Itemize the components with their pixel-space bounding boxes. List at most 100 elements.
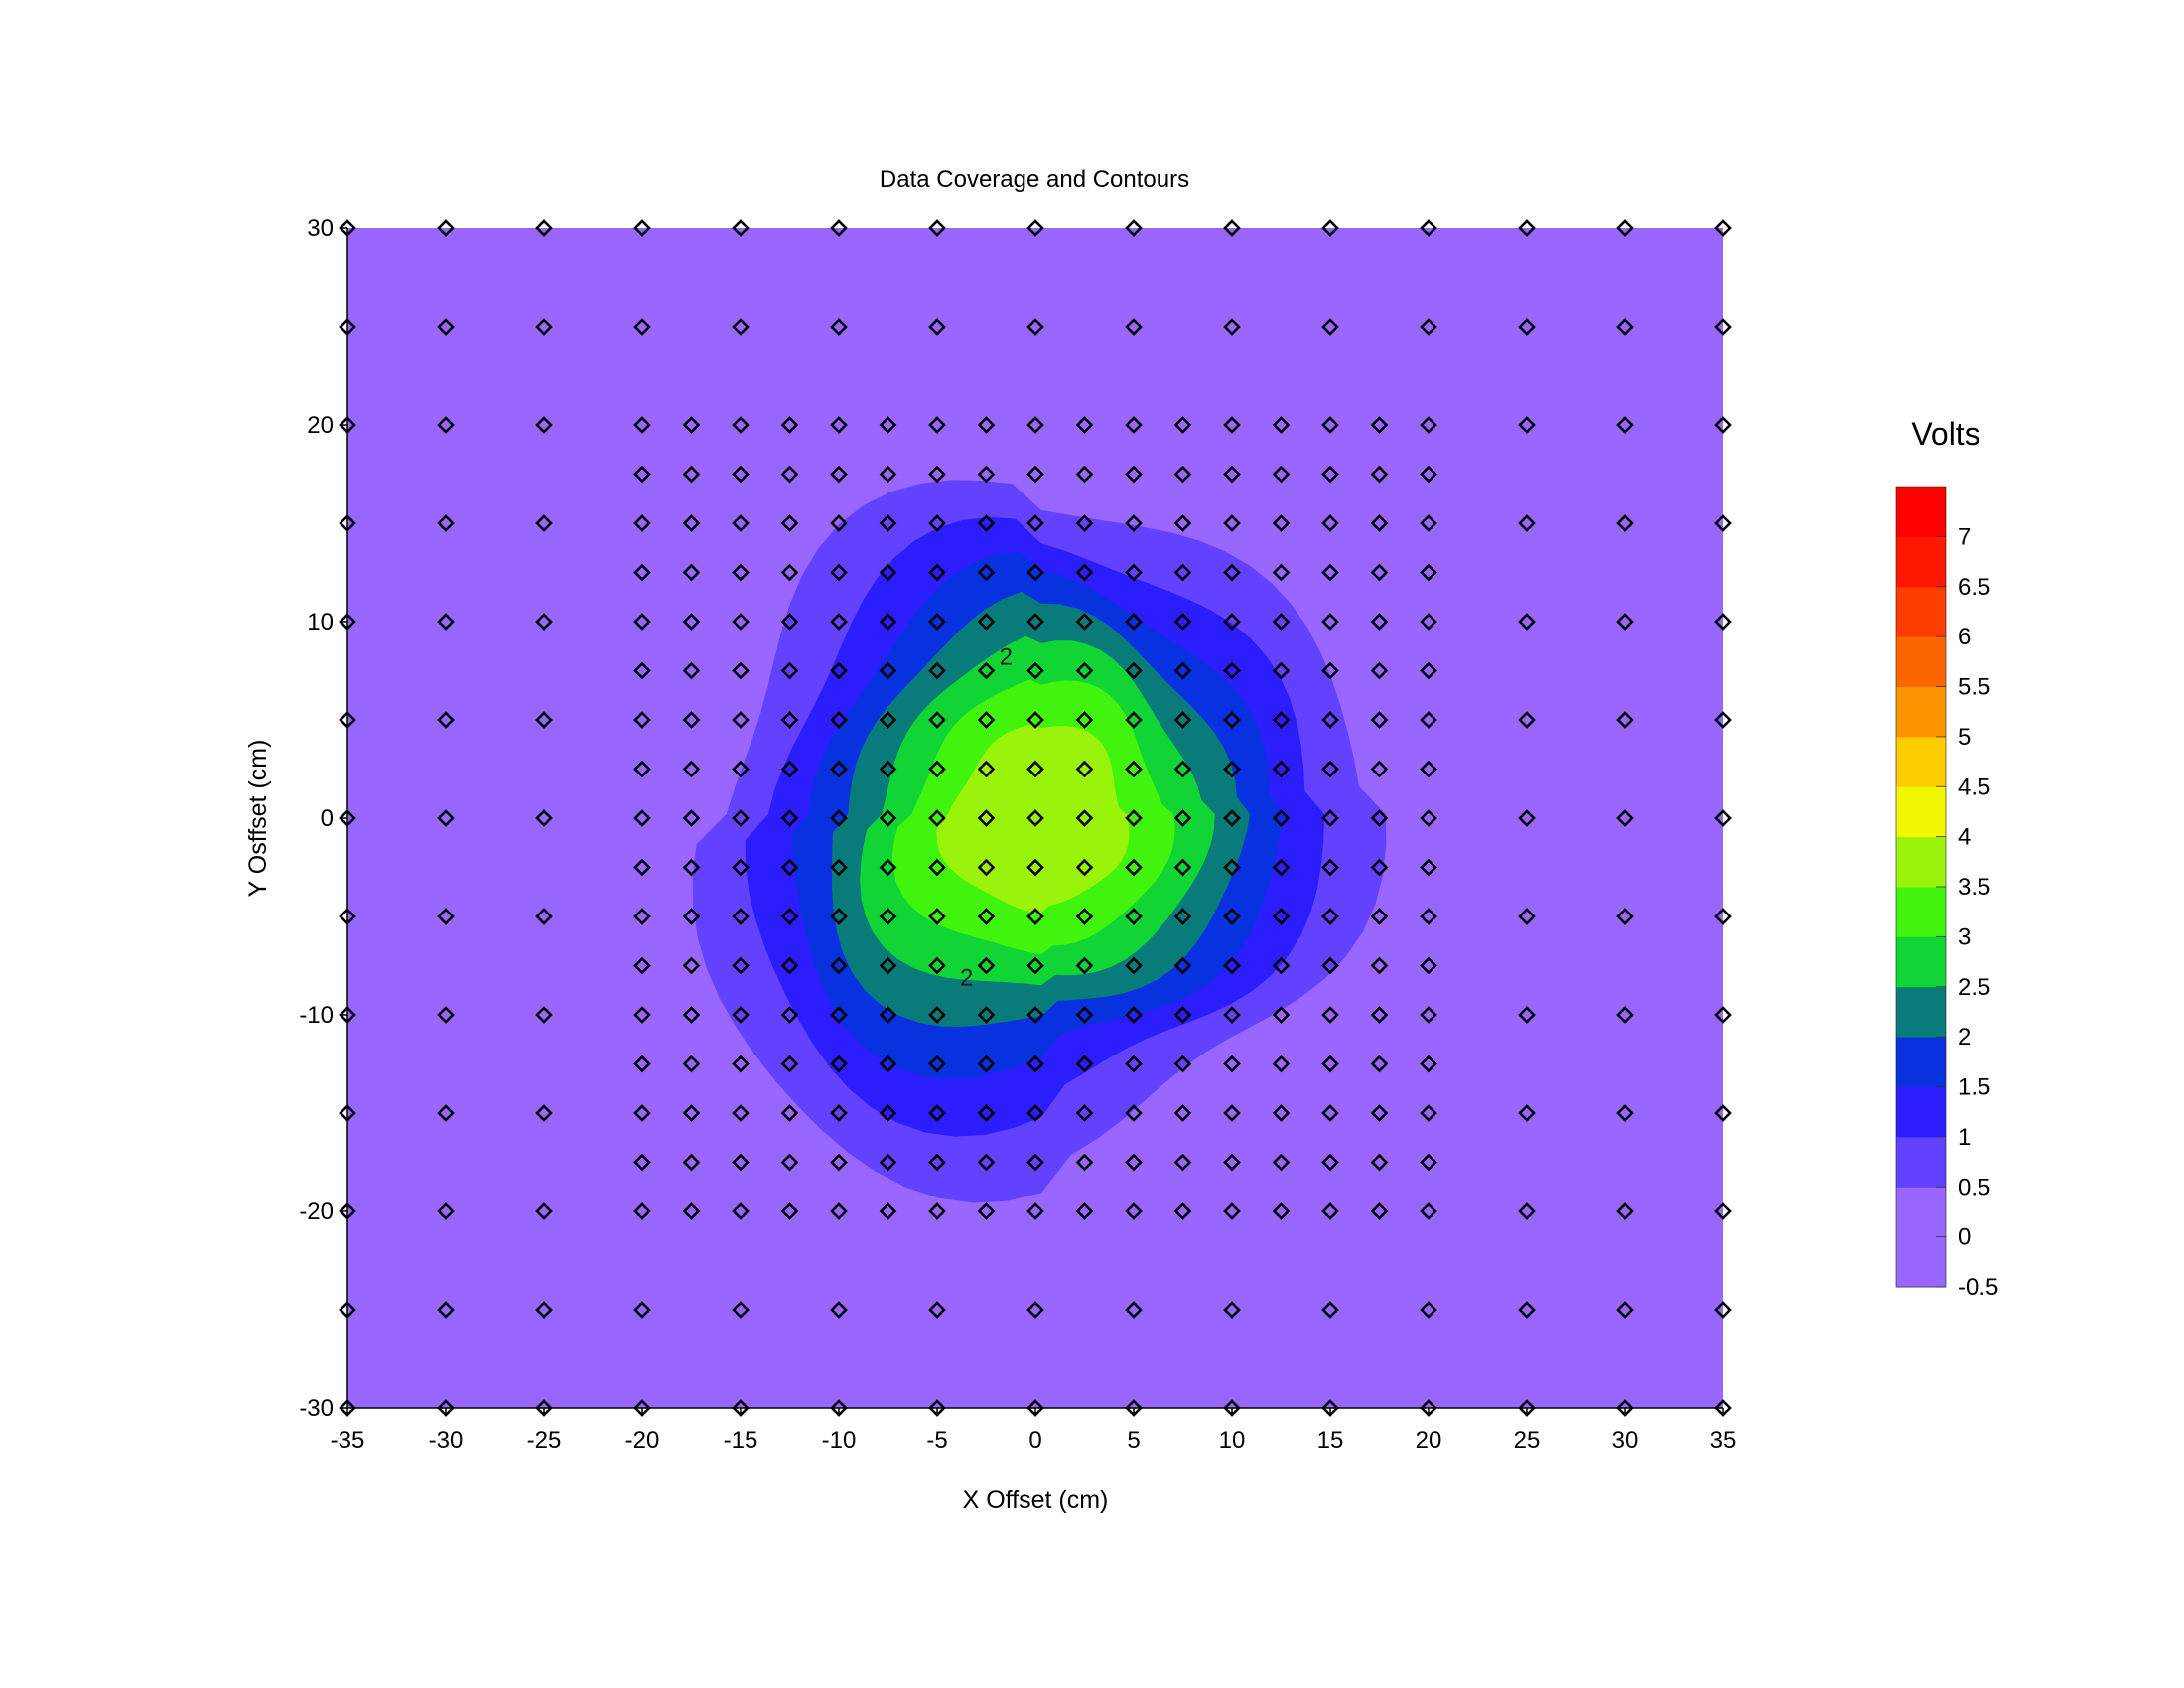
- coverage-point: [1518, 416, 1536, 434]
- coverage-point: [1321, 858, 1339, 877]
- coverage-point: [1223, 514, 1241, 532]
- coverage-point: [830, 416, 848, 434]
- coverage-point: [1026, 1301, 1044, 1319]
- coverage-point: [1272, 760, 1291, 778]
- coverage-point: [780, 563, 799, 582]
- coverage-point: [1321, 1006, 1339, 1024]
- legend-title: Volts: [1911, 416, 1979, 452]
- coverage-point: [1125, 1153, 1143, 1172]
- coverage-point: [1272, 613, 1291, 631]
- coverage-point: [879, 1202, 897, 1220]
- coverage-point: [1223, 318, 1241, 336]
- coverage-point: [633, 760, 651, 778]
- coverage-point: [732, 416, 750, 434]
- coverage-point: [535, 514, 553, 532]
- coverage-point: [1272, 661, 1291, 680]
- legend-swatch-4: [1896, 786, 1946, 838]
- coverage-point: [1714, 1104, 1732, 1122]
- coverage-point: [1518, 318, 1536, 336]
- coverage-point: [928, 1104, 946, 1122]
- x-tick-label: -30: [429, 1427, 464, 1454]
- coverage-point: [1272, 908, 1291, 925]
- coverage-point: [1714, 416, 1732, 434]
- coverage-point: [1026, 809, 1044, 827]
- coverage-point: [437, 219, 455, 237]
- coverage-point: [633, 219, 651, 237]
- coverage-point: [879, 908, 897, 925]
- legend-swatch-7: [1896, 487, 1946, 537]
- coverage-point: [1370, 416, 1389, 434]
- coverage-point: [780, 1006, 799, 1024]
- coverage-point: [1370, 613, 1389, 631]
- coverage-point: [1616, 908, 1634, 925]
- legend-label: 1: [1958, 1124, 1971, 1151]
- coverage-point: [1223, 613, 1241, 631]
- coverage-point: [1272, 809, 1291, 827]
- coverage-point: [732, 1006, 750, 1024]
- x-tick-label: -25: [527, 1427, 562, 1454]
- coverage-point: [1420, 908, 1437, 925]
- coverage-point: [928, 465, 946, 484]
- coverage-point: [1616, 809, 1634, 827]
- x-tick-label: 10: [1219, 1427, 1246, 1454]
- coverage-point: [977, 514, 996, 532]
- coverage-point: [1370, 711, 1389, 729]
- y-tick-label: -30: [299, 1395, 334, 1422]
- coverage-point: [879, 661, 897, 680]
- legend-swatch-0: [1896, 1187, 1946, 1238]
- coverage-point: [830, 465, 848, 484]
- coverage-point: [1370, 514, 1389, 532]
- coverage-point: [1223, 416, 1241, 434]
- coverage-point: [928, 1301, 946, 1319]
- coverage-point: [1075, 711, 1094, 729]
- coverage-point: [830, 1202, 848, 1220]
- coverage-point: [535, 1104, 553, 1122]
- coverage-point: [830, 219, 848, 237]
- coverage-point: [1616, 613, 1634, 631]
- coverage-point: [1420, 1202, 1437, 1220]
- coverage-point: [732, 908, 750, 925]
- contour-labels: 22: [960, 644, 1013, 992]
- coverage-point: [437, 1006, 455, 1024]
- coverage-point: [879, 1006, 897, 1024]
- coverage-point: [1026, 613, 1044, 631]
- legend-swatch-3.5: [1896, 836, 1946, 888]
- coverage-point: [732, 661, 750, 680]
- coverage-point: [1272, 1202, 1291, 1220]
- coverage-point: [1272, 956, 1291, 975]
- coverage-point: [1616, 1202, 1634, 1220]
- coverage-point: [928, 908, 946, 925]
- coverage-point: [1370, 956, 1389, 975]
- coverage-point: [1125, 661, 1143, 680]
- x-axis-ticks: -35 -30 -25 -20 -15 -10 -5 0 5 10 15 20 25 30 35: [331, 1408, 1737, 1454]
- coverage-point: [732, 318, 750, 336]
- x-tick-label: 35: [1710, 1427, 1737, 1454]
- coverage-point: [633, 1153, 651, 1172]
- coverage-point: [682, 858, 701, 877]
- coverage-point: [1420, 661, 1437, 680]
- legend-label: 6.5: [1958, 574, 1990, 601]
- coverage-point: [633, 318, 651, 336]
- coverage-point: [977, 465, 996, 484]
- coverage-point: [1420, 858, 1437, 877]
- coverage-point: [1223, 1006, 1241, 1024]
- coverage-point: [977, 908, 996, 925]
- coverage-point: [928, 1006, 946, 1024]
- coverage-point: [1518, 514, 1536, 532]
- coverage-point: [1370, 661, 1389, 680]
- coverage-point: [1075, 563, 1094, 582]
- coverage-point: [977, 661, 996, 680]
- coverage-point: [1272, 514, 1291, 532]
- coverage-point: [1420, 219, 1437, 237]
- coverage-point: [1420, 318, 1437, 336]
- coverage-point: [780, 1055, 799, 1073]
- coverage-point: [1420, 416, 1437, 434]
- coverage-point: [830, 908, 848, 925]
- coverage-point: [682, 1202, 701, 1220]
- contour-label-1: 2: [960, 964, 973, 991]
- coverage-point: [1125, 1104, 1143, 1122]
- legend-label: 6: [1958, 624, 1971, 650]
- legend-colorbar: [1895, 486, 1947, 1288]
- coverage-point: [1321, 1202, 1339, 1220]
